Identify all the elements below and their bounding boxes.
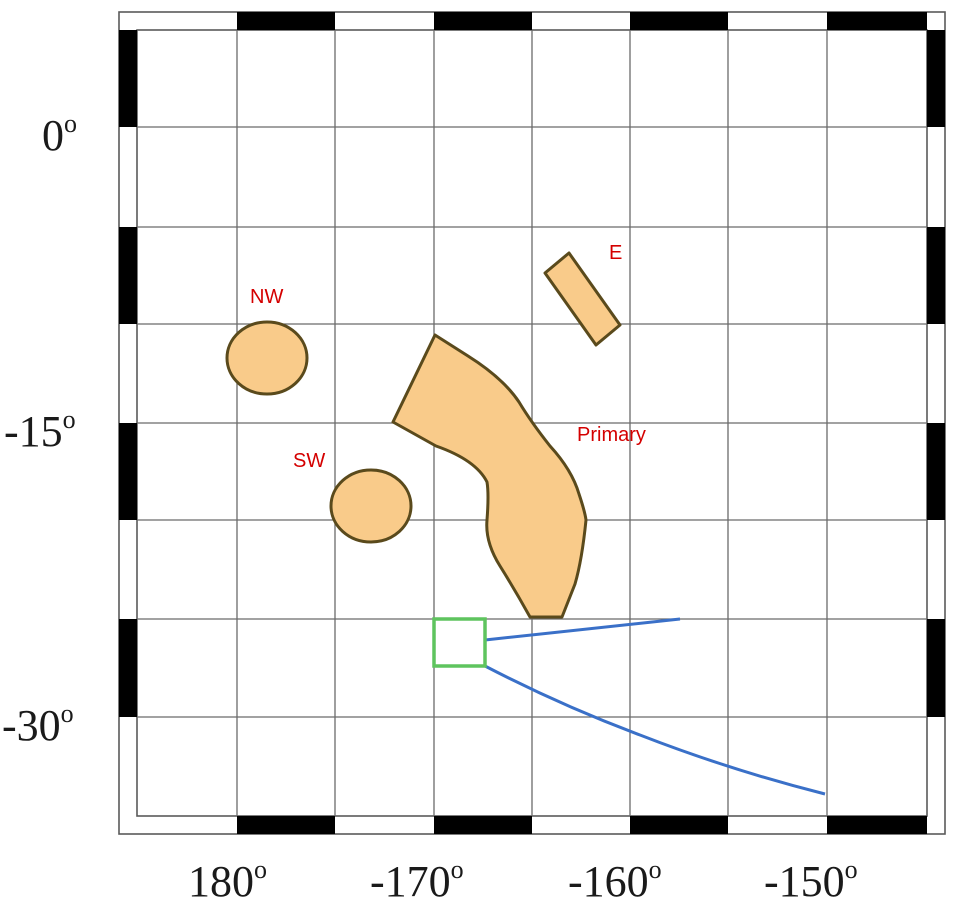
- region-label-nw: NW: [250, 286, 283, 308]
- region-primary[interactable]: [391, 333, 588, 619]
- region-labels: NW SW E Primary: [250, 242, 646, 472]
- region-label-sw: SW: [293, 450, 325, 472]
- lat-label-0: 0o: [42, 109, 77, 160]
- lon-label-minus150: -150o: [764, 855, 858, 906]
- region-nw[interactable]: [225, 320, 309, 396]
- lat-label-minus30: -30o: [2, 699, 74, 750]
- region-sw[interactable]: [329, 468, 413, 544]
- lat-label-minus15: -15o: [4, 405, 76, 456]
- frame-bars-horizontal: [237, 12, 927, 834]
- projection-line-upper: [484, 617, 681, 642]
- regions: [225, 251, 622, 619]
- projection-line-lower: [484, 664, 826, 796]
- region-label-e: E: [609, 242, 622, 264]
- region-e[interactable]: [543, 251, 622, 347]
- longitude-labels: 180o -170o -160o -150o: [188, 855, 858, 906]
- lon-label-minus160: -160o: [568, 855, 662, 906]
- region-label-primary: Primary: [577, 424, 646, 446]
- lon-label-180: 180o: [188, 855, 267, 906]
- inset-indicator: [432, 617, 826, 796]
- inset-box[interactable]: [432, 617, 487, 668]
- frame-bars-vertical: [119, 30, 945, 717]
- latitude-labels: 0o -15o -30o: [2, 109, 77, 750]
- lon-label-minus170: -170o: [370, 855, 464, 906]
